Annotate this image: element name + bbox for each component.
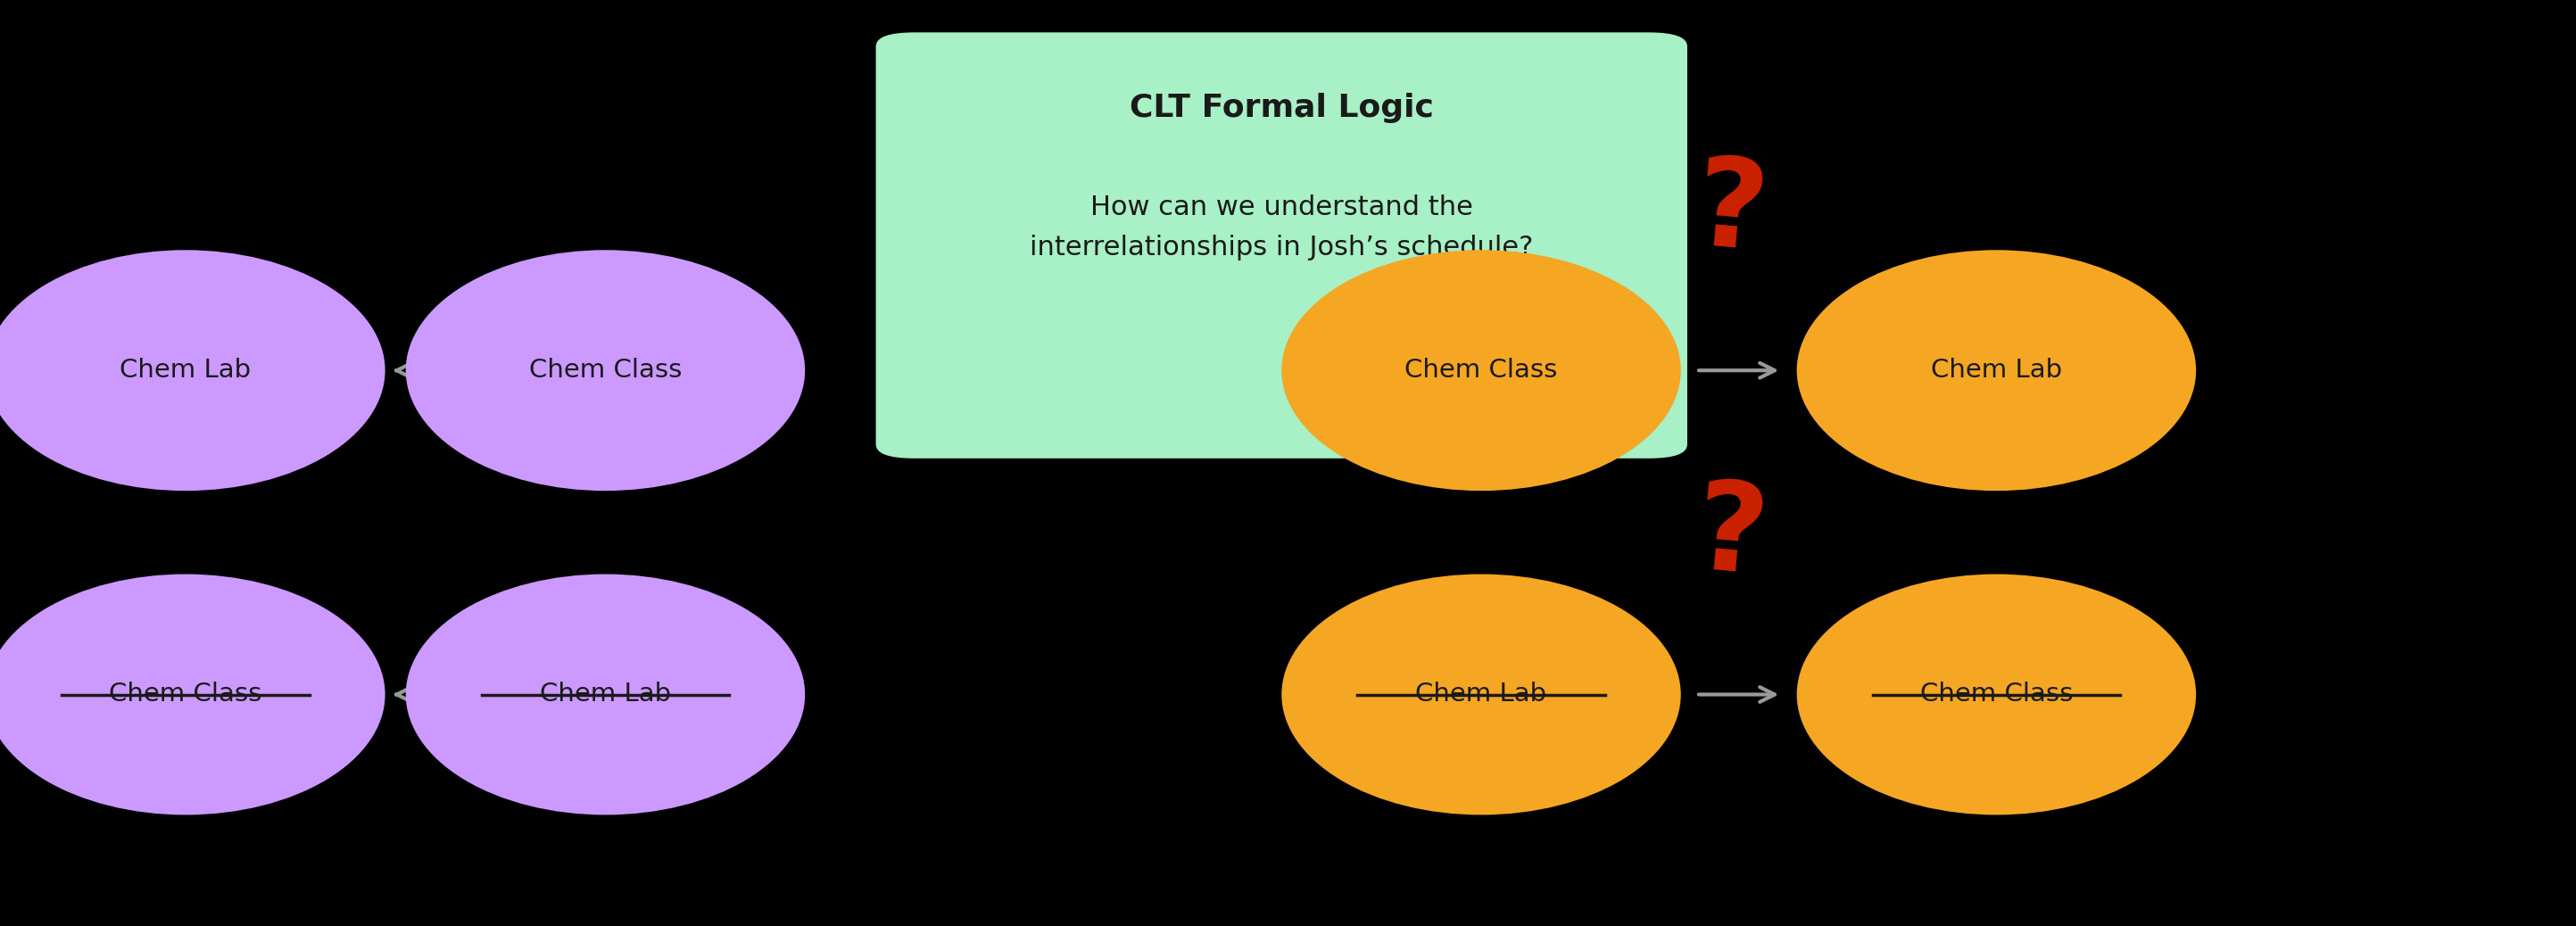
Text: Chem Class: Chem Class — [1404, 358, 1558, 382]
Ellipse shape — [1798, 574, 2195, 815]
Text: Chem Lab: Chem Lab — [1417, 682, 1546, 707]
Text: ?: ? — [1690, 150, 1772, 276]
Ellipse shape — [1798, 250, 2195, 491]
Text: 👎: 👎 — [2393, 325, 2450, 416]
Ellipse shape — [404, 250, 804, 491]
FancyBboxPatch shape — [876, 32, 1687, 458]
Text: ?: ? — [1690, 474, 1772, 600]
Ellipse shape — [1280, 574, 1680, 815]
Text: How can we understand the
interrelationships in Josh’s schedule?: How can we understand the interrelations… — [1030, 194, 1533, 260]
Text: CLT Formal Logic: CLT Formal Logic — [1128, 93, 1435, 123]
Text: Chem Lab: Chem Lab — [121, 358, 250, 382]
Ellipse shape — [0, 574, 384, 815]
Ellipse shape — [1280, 250, 1680, 491]
Text: Chem Class: Chem Class — [528, 358, 683, 382]
Ellipse shape — [404, 574, 804, 815]
Text: Chem Class: Chem Class — [108, 682, 263, 707]
Text: Chem Lab: Chem Lab — [1932, 358, 2061, 382]
Ellipse shape — [0, 250, 384, 491]
Text: Chem Class: Chem Class — [1919, 682, 2074, 707]
Text: 👎: 👎 — [2393, 649, 2450, 740]
Text: Chem Lab: Chem Lab — [541, 682, 670, 707]
